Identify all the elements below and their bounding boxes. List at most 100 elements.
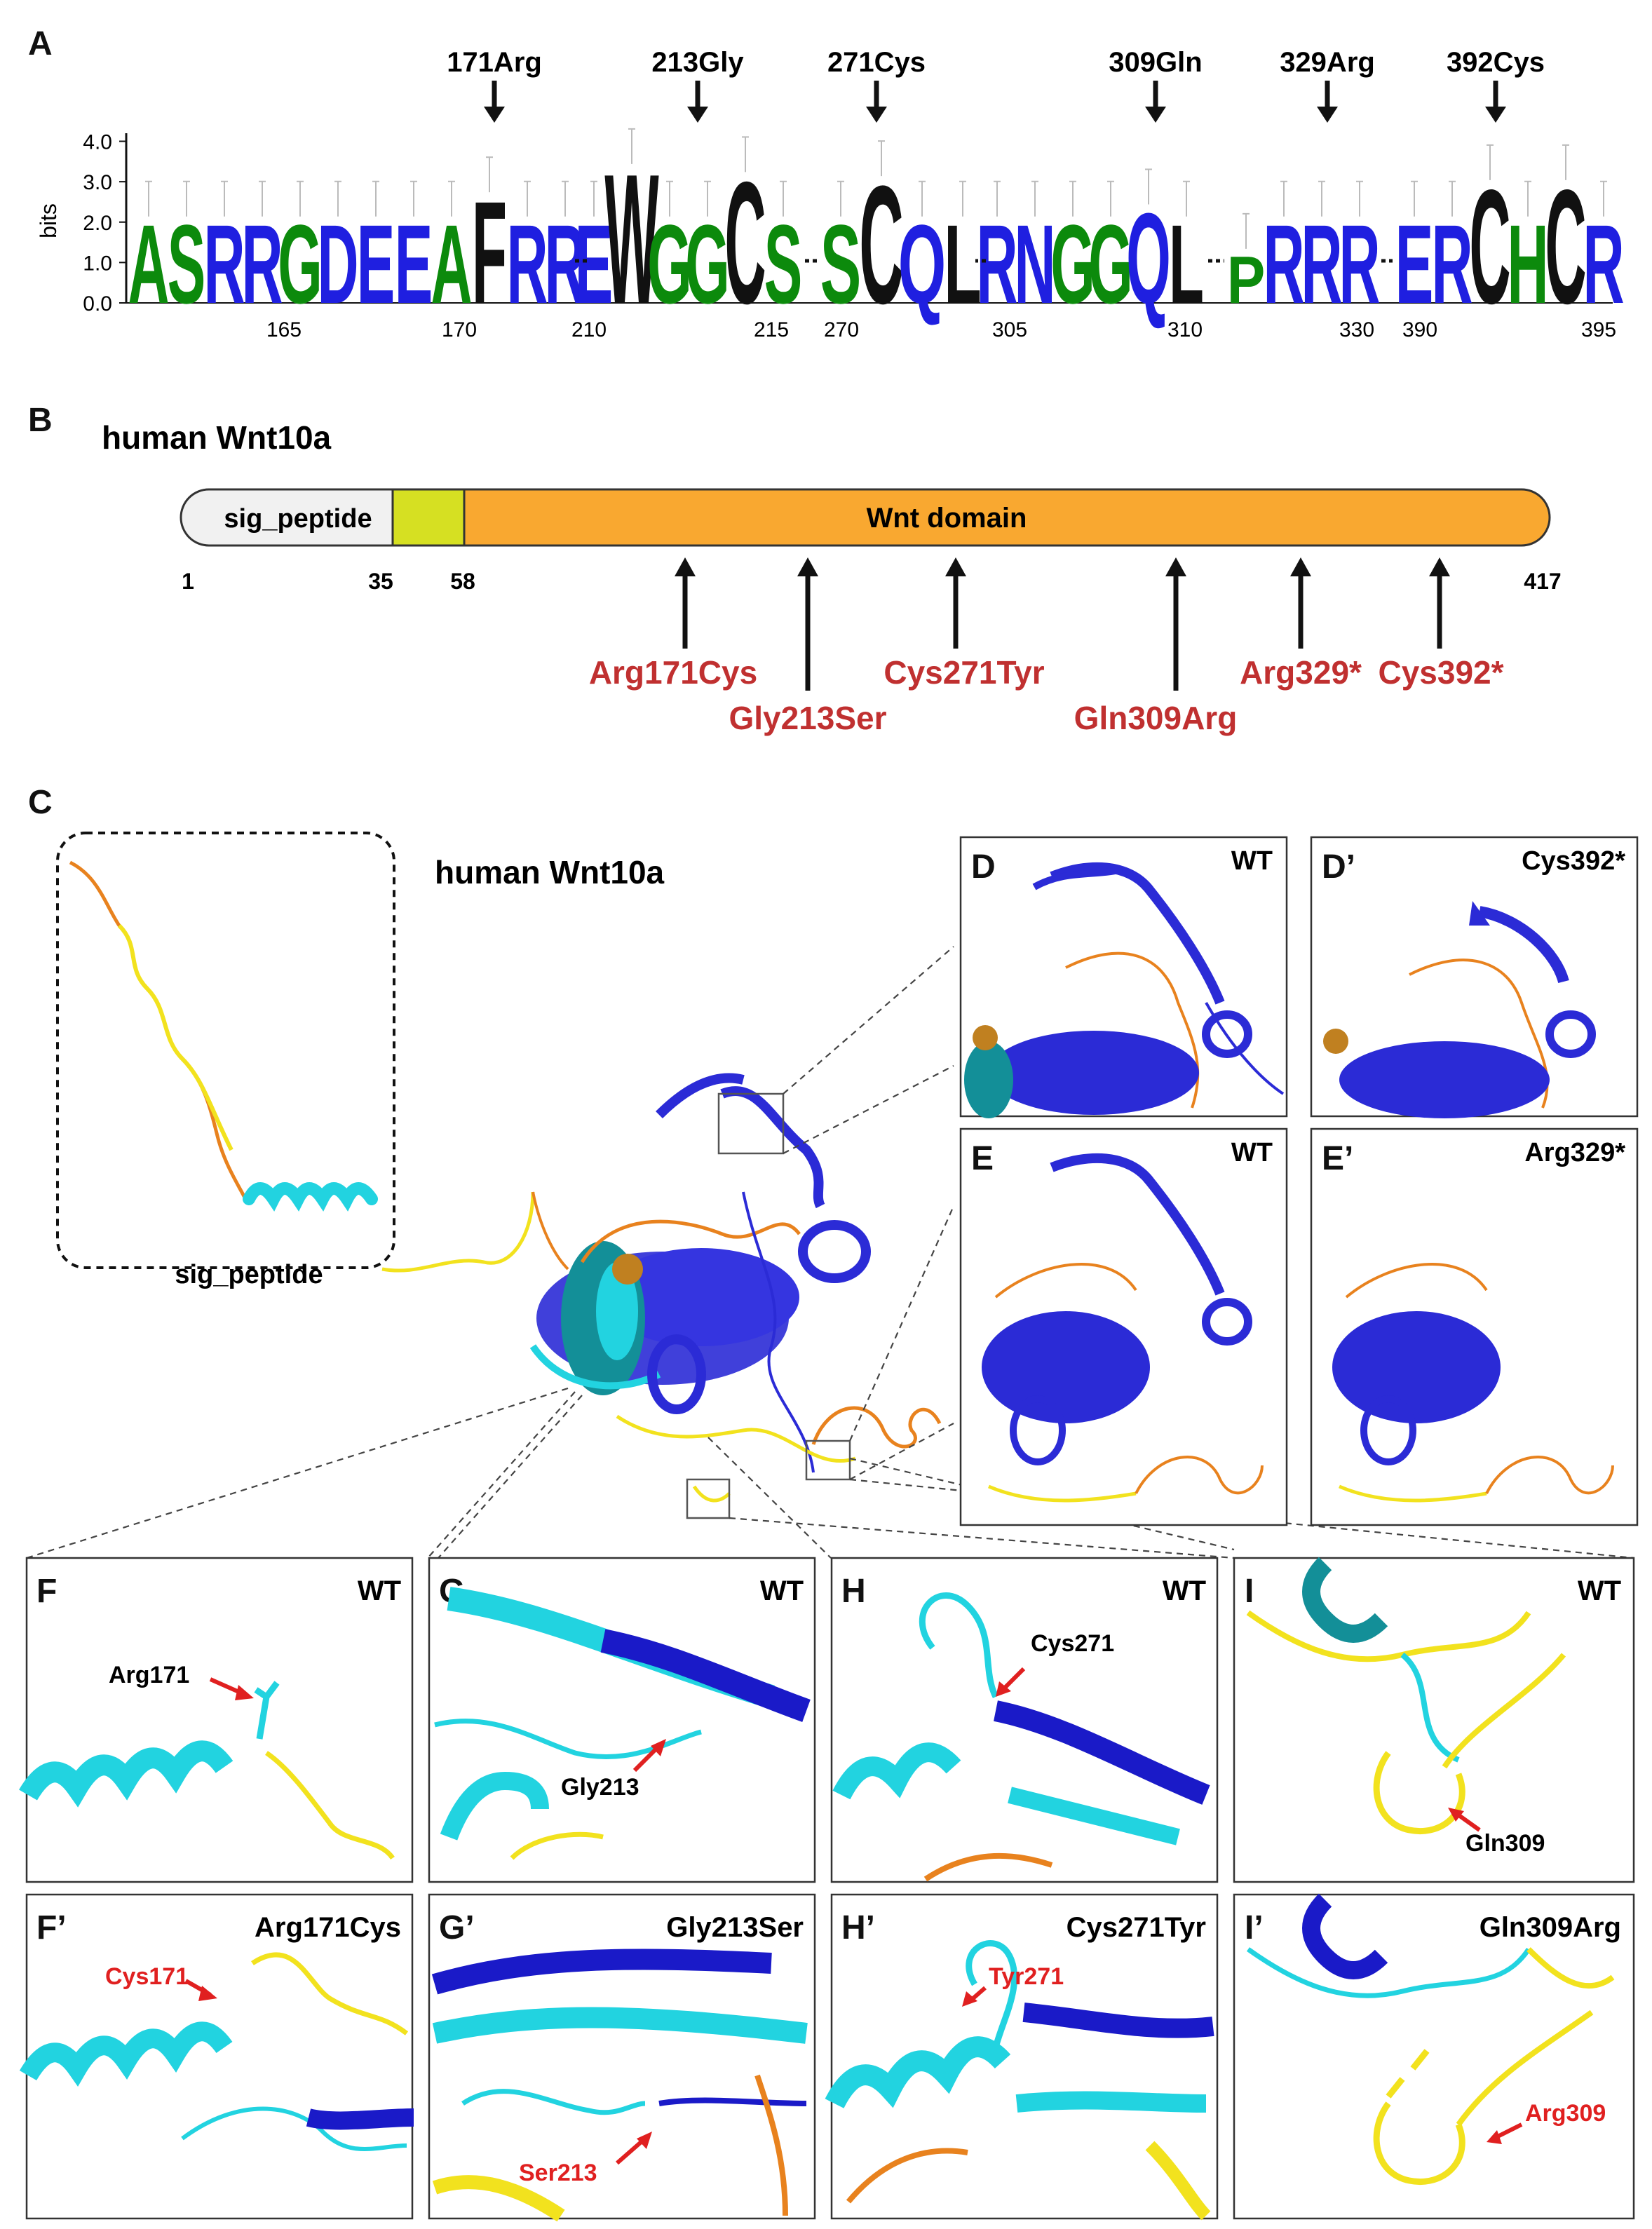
logo-letter: G [685,201,730,327]
logo-letter: N [1014,201,1055,327]
svg-text:WT: WT [760,1576,804,1606]
logo-arrow-171arg: 171Arg [447,47,542,123]
svg-text:Cys271Tyr: Cys271Tyr [1067,1912,1206,1943]
svg-text:392Cys: 392Cys [1447,47,1545,78]
logo-ylabel: bits [36,203,61,238]
svg-text:E’: E’ [1322,1140,1353,1177]
pos-1: 1 [182,569,194,594]
panel-g: G WT Gly213 [428,1557,816,1883]
logo-letter: C [859,151,903,339]
logo-letter: E [395,201,433,327]
mut-arrow [1429,557,1450,649]
logo-letter: R [1263,201,1304,327]
logo-letter: G [647,201,692,327]
panel-f-prime: F’ Arg171Cys Cys171 [19,1893,414,2220]
mut-gly213ser: Gly213Ser [729,700,886,736]
zoom-boxes [686,1092,851,1519]
pos-417: 417 [1524,569,1561,594]
panel-label-a: A [28,25,53,62]
sig-peptide-structure [69,860,378,1212]
panel-label-c: C [28,784,53,821]
svg-text:G’: G’ [439,1909,475,1946]
svg-text:Arg309: Arg309 [1525,2100,1606,2127]
logo-letter: A [431,201,472,327]
logo-letter: F [472,171,507,334]
logo-letter: R [976,201,1017,327]
logo-letter: S [820,202,862,327]
ytick-label: 3.0 [83,171,112,194]
panel-label-b: B [28,402,53,439]
xtick: 305 [992,318,1027,341]
mutation-arrows [675,557,1450,691]
logo-letter: L [944,202,982,327]
logo-letter: D [317,201,358,327]
svg-text:I’: I’ [1245,1909,1264,1946]
panel-i: I WT Gln309 [1233,1557,1635,1883]
logo-letter: R [241,201,283,327]
svg-text:F’: F’ [36,1909,67,1946]
xtick: 270 [824,318,859,341]
ytick-label: 0.0 [83,292,112,316]
xtick: 170 [442,318,477,341]
ytick-label: 4.0 [83,131,112,154]
mut-arg171cys: Arg171Cys [589,654,757,691]
mut-cys271tyr: Cys271Tyr [883,654,1044,691]
wnt-domain-label: Wnt domain [867,503,1027,534]
svg-text:D’: D’ [1322,848,1355,886]
logo-letter: S [168,201,206,327]
svg-text:F: F [36,1573,57,1610]
logo-letter: R [1583,201,1624,327]
xtick: 215 [754,318,789,341]
logo-letter: Q [1126,187,1171,331]
logo-letter: R [1301,201,1342,327]
panel-e: E WT [959,1127,1288,1526]
logo-letter: R [506,201,548,327]
panel-h-prime: H’ Cys271Tyr Tyr271 [825,1893,1219,2221]
logo-letter: R [203,201,245,327]
logo-letter: C [724,147,766,341]
panel-i-prime: I’ Gln309Arg Arg309 [1233,1893,1635,2220]
xtick: 210 [571,318,607,341]
svg-text:Gln309Arg: Gln309Arg [1480,1912,1621,1943]
svg-text:Arg329*: Arg329* [1524,1138,1625,1167]
logo-letter: W [604,136,658,342]
logo-letter: L [1169,201,1204,327]
xtick: 165 [266,318,302,341]
logo-arrow-309gln: 309Gln [1109,47,1203,123]
mut-arg329stop: Arg329* [1240,654,1362,691]
logo-letter: G [1050,201,1095,327]
svg-text:Gly213Ser: Gly213Ser [666,1912,804,1943]
logo-letter: G [278,201,323,327]
xtick: 310 [1167,318,1203,341]
svg-text:329Arg: 329Arg [1280,47,1375,78]
domain-positions: 1 35 58 417 [182,569,1562,594]
pos-35: 35 [368,569,393,594]
mut-arrow [945,557,966,649]
mut-arrow [675,557,696,649]
svg-text:D: D [971,848,996,886]
panel-d: D WT [959,836,1288,1118]
logo-arrows: 171Arg 213Gly 271Cys 309Gln 329Arg 392Cy… [447,47,1545,123]
mutation-labels: Arg171Cys Gly213Ser Cys271Tyr Gln309Arg … [589,654,1504,736]
connector-lines [26,946,1634,1559]
logo-letter: P [1227,242,1266,318]
svg-text:Cys392*: Cys392* [1522,846,1625,876]
logo-arrow-329arg: 329Arg [1280,47,1375,123]
xtick: 390 [1402,318,1437,341]
wnt10a-structure [381,1073,942,1503]
svg-text:H’: H’ [841,1909,875,1946]
svg-text:Gln309: Gln309 [1465,1830,1545,1857]
svg-text:WT: WT [1578,1576,1621,1606]
svg-text:Ser213: Ser213 [519,2160,597,2186]
logo-letter: Q [898,202,946,327]
logo-letter: R [1431,201,1472,327]
svg-text:171Arg: 171Arg [447,47,542,78]
svg-text:WT: WT [1163,1576,1206,1606]
logo-xticks: 165 170 210 215 270 305 310 330 390 395 [266,318,1616,341]
svg-text:WT: WT [1231,1138,1273,1167]
logo-letter: R [1339,201,1380,327]
logo-letter: E [357,201,395,327]
svg-text:Cys171: Cys171 [105,1963,189,1990]
ytick-label: 2.0 [83,212,112,235]
